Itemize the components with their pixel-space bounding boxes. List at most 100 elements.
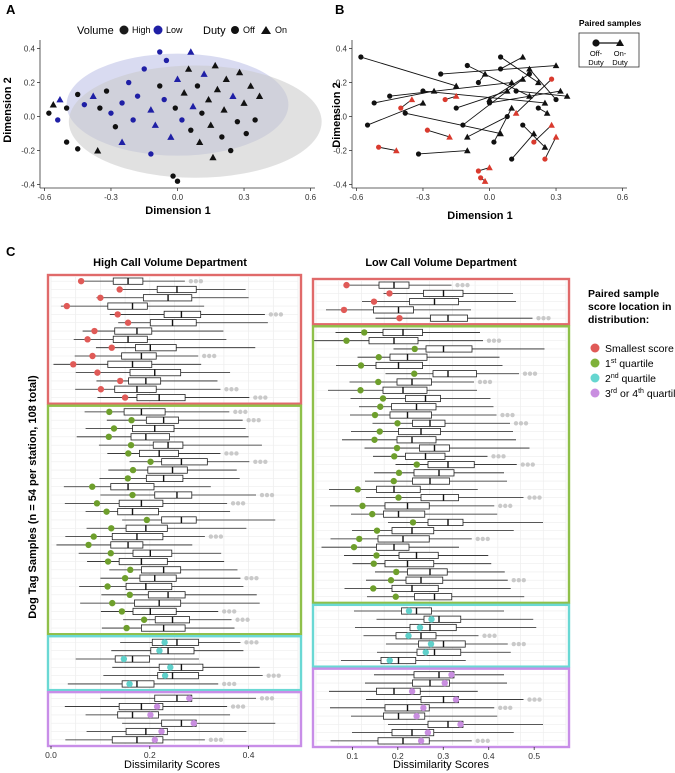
outlier (251, 417, 256, 423)
paired-sample-dot (396, 314, 403, 322)
outlier (230, 501, 236, 506)
box (117, 508, 159, 516)
paired-sample-dot (416, 624, 424, 631)
outlier (521, 641, 526, 647)
paired-legend-on-marker (616, 39, 624, 46)
paired-sample-dot (375, 378, 382, 386)
paired-sample-dot (411, 345, 418, 353)
pair-off-point (464, 62, 470, 69)
outlier (202, 353, 207, 359)
on-label-line1: On- (614, 49, 627, 58)
panel-c-ylabel: Dog Tag Samples (n = 54 per station, 108… (27, 375, 39, 619)
paired-sample-dot (405, 632, 412, 639)
point-off-duty (55, 117, 61, 123)
outlier (530, 462, 535, 467)
outlier (496, 338, 502, 343)
box (389, 411, 432, 419)
pair-off-point (478, 175, 484, 181)
box (391, 527, 435, 535)
point-on-duty (255, 92, 264, 100)
point-off-duty (157, 49, 163, 55)
paired-sample-dot (167, 664, 174, 671)
paired-sample-dot (375, 354, 382, 361)
paired-sample-dot (109, 599, 116, 607)
pair-off-point (531, 139, 537, 145)
outlier (271, 673, 276, 678)
box (373, 306, 414, 314)
box (383, 712, 426, 720)
pair-link (360, 56, 457, 87)
high-volume-xlabel: Dissimilarity Scores (124, 759, 220, 771)
point-off-duty (163, 57, 170, 64)
paired-sample-dot (105, 433, 112, 441)
y-tick-label: 0.4 (24, 45, 36, 54)
q1-sup: st (611, 358, 617, 365)
outlier (523, 421, 529, 426)
x-tick-label: 0.4 (243, 750, 255, 760)
outlier (521, 578, 526, 583)
paired-sample-dot (104, 558, 112, 565)
on-label-line2: Duty (612, 58, 628, 67)
outlier (264, 696, 270, 701)
outlier (234, 451, 239, 456)
paired-legend-off-marker (592, 39, 600, 47)
paired-sample-dot (386, 657, 393, 664)
outlier (536, 315, 541, 321)
box (418, 640, 466, 648)
point-on-duty (220, 106, 228, 113)
paired-sample-dot (110, 425, 118, 432)
pair-on-point (486, 96, 493, 103)
pair-off-point (497, 54, 504, 60)
box (391, 403, 437, 411)
box (157, 672, 199, 680)
paired-sample-dot (116, 286, 123, 293)
box (147, 591, 186, 599)
outlier (498, 503, 503, 509)
box (396, 378, 432, 386)
q2-sup: nd (611, 373, 619, 380)
paired-sample-dot (377, 403, 384, 410)
point-off-duty (103, 88, 110, 94)
point-off-duty (75, 146, 81, 152)
point-on-duty (151, 121, 159, 128)
outlier (527, 371, 533, 376)
paired-sample-dot (120, 655, 128, 663)
pair-off-point (509, 156, 515, 162)
q1-num: 1 (605, 358, 611, 370)
paired-sample-dot (190, 720, 197, 727)
point-on-duty (229, 92, 237, 100)
paired-sample-dot (103, 508, 110, 515)
pair-link (544, 136, 557, 160)
outlier (501, 454, 506, 459)
pair-off-point (376, 144, 382, 150)
paired-sample-dot (373, 552, 380, 559)
legend-q2-swatch (590, 373, 600, 383)
outlier (460, 282, 465, 288)
section-frame-q2 (311, 603, 571, 668)
paired-sample-dot (424, 729, 432, 736)
y-tick-label: 0.0 (24, 113, 36, 122)
panel-b-xlabel: Dimension 1 (447, 210, 512, 222)
point-off-duty (161, 96, 167, 103)
paired-sample-dot (124, 475, 132, 482)
point-off-duty (219, 134, 225, 140)
off-label-line2: Duty (588, 58, 604, 67)
outlier (232, 681, 237, 687)
box (107, 360, 153, 368)
paired-sample-dot (411, 370, 418, 377)
x-tick-label: 0.3 (550, 193, 562, 202)
legend-q34-label: 3rd or 4th quartile (605, 388, 675, 400)
paired-sample-dot (393, 568, 400, 576)
y-tick-label: 0.0 (336, 113, 348, 122)
box (407, 568, 448, 576)
paired-sample-dot (108, 525, 115, 532)
pair-on-point (452, 92, 460, 99)
legend-q2-label: 2nd quartile (605, 373, 656, 385)
paired-sample-dot (127, 441, 135, 449)
point-on-duty (184, 65, 193, 72)
x-tick-label: 0.0 (484, 193, 496, 202)
legend-q1-label: 1st quartile (605, 358, 654, 370)
outlier (498, 705, 503, 711)
outlier (235, 501, 241, 506)
paired-sample-dot (390, 477, 397, 485)
